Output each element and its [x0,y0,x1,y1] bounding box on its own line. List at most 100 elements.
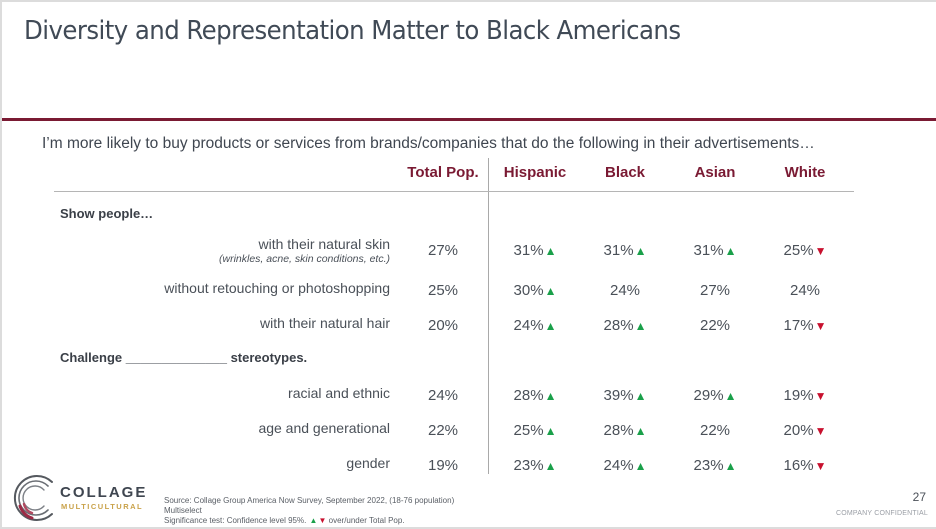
value-text: 31% [603,242,634,259]
sig-up-icon: ▲ [544,244,557,258]
value-cell: 39%▲ [580,387,670,404]
sig-up-icon: ▲ [309,516,318,525]
sig-up-icon: ▲ [724,244,737,258]
value-cell: 25% [398,282,488,299]
row-label: with their natural skin [258,236,390,252]
row-label: with their natural hair [260,315,390,331]
sig-up-icon: ▲ [634,319,647,333]
value-text: 24% [789,282,821,299]
row-label: without retouching or photoshopping [164,280,390,296]
sig-down-icon: ▼ [318,516,327,525]
sig-up-icon: ▲ [544,459,557,473]
sig-up-icon: ▲ [634,389,647,403]
value-cell: 22% [398,422,488,439]
logo-wordmark: COLLAGE [60,484,148,501]
source-multiselect: Multiselect [164,506,202,515]
sig-down-icon: ▼ [814,389,827,403]
value-cell: 22% [670,422,760,439]
sig-up-icon: ▲ [634,459,647,473]
page-number: 27 [912,490,926,504]
logo-subtitle: MULTICULTURAL [61,502,144,511]
sig-up-icon: ▲ [724,459,737,473]
row-sublabel: (wrinkles, acne, skin conditions, etc.) [219,253,390,265]
sig-up-icon: ▲ [634,244,647,258]
value-cell: 28%▲ [490,387,580,404]
value-cell: 16%▼ [760,457,850,474]
collage-logo [10,472,60,529]
sig-up-icon: ▲ [724,389,737,403]
source-note: Source: Collage Group America Now Survey… [164,496,454,526]
confidential-label: COMPANY CONFIDENTIAL [835,510,928,517]
value-text: 30% [513,282,544,299]
value-cell: 31%▲ [490,242,580,259]
sig-up-icon: ▲ [544,319,557,333]
value-text: 31% [513,242,544,259]
row-label: gender [346,455,390,471]
sig-up-icon: ▲ [544,284,557,298]
value-cell: 22% [670,317,760,334]
value-cell: 19% [398,457,488,474]
value-text: 24% [609,282,641,299]
value-text: 23% [693,457,724,474]
section-heading-challenge-stereotypes: Challenge ______________ stereotypes. [60,350,308,365]
value-cell: 17%▼ [760,317,850,334]
value-text: 25% [427,282,459,299]
value-cell: 24%▲ [490,317,580,334]
value-text: 22% [427,422,459,439]
value-text: 16% [783,457,814,474]
value-text: 19% [427,457,459,474]
sig-down-icon: ▼ [814,319,827,333]
value-cell: 24% [398,387,488,404]
value-text: 25% [513,422,544,439]
value-cell: 30%▲ [490,282,580,299]
sig-down-icon: ▼ [814,244,827,258]
value-cell: 31%▲ [670,242,760,259]
value-text: 27% [699,282,731,299]
value-text: 20% [427,317,459,334]
value-text: 28% [603,317,634,334]
value-text: 29% [693,387,724,404]
value-text: 39% [603,387,634,404]
value-cell: 29%▲ [670,387,760,404]
value-cell: 24%▲ [580,457,670,474]
value-text: 28% [603,422,634,439]
value-cell: 20% [398,317,488,334]
slide-subtitle: I’m more likely to buy products or servi… [42,135,815,152]
slide-title: Diversity and Representation Matter to B… [24,16,681,46]
section-heading-show-people: Show people… [60,206,154,221]
value-cell: 25%▼ [760,242,850,259]
value-text: 17% [783,317,814,334]
significance-note: Significance test: Confidence level 95%.… [164,516,405,525]
value-text: 22% [699,422,731,439]
collage-logo-mark-icon [13,475,53,521]
value-text: 24% [603,457,634,474]
value-text: 20% [783,422,814,439]
value-text: 27% [427,242,459,259]
table-header-divider [54,191,854,192]
value-cell: 20%▼ [760,422,850,439]
value-cell: 27% [670,282,760,299]
sig-down-icon: ▼ [814,459,827,473]
value-text: 31% [693,242,724,259]
value-text: 24% [427,387,459,404]
row-label: racial and ethnic [288,385,390,401]
value-cell: 23%▲ [670,457,760,474]
row-label: age and generational [258,420,390,436]
column-header-hispanic: Hispanic [503,164,567,181]
value-cell: 28%▲ [580,317,670,334]
column-header-total-pop: Total Pop. [407,164,479,181]
column-header-asian: Asian [694,164,736,181]
sig-down-icon: ▼ [814,424,827,438]
value-text: 24% [513,317,544,334]
value-cell: 27% [398,242,488,259]
value-cell: 23%▲ [490,457,580,474]
value-text: 22% [699,317,731,334]
value-text: 23% [513,457,544,474]
column-header-white: White [784,164,826,181]
sig-up-icon: ▲ [544,389,557,403]
value-cell: 24% [580,282,670,299]
table-vertical-divider [488,158,489,474]
value-cell: 24% [760,282,850,299]
sig-up-icon: ▲ [544,424,557,438]
